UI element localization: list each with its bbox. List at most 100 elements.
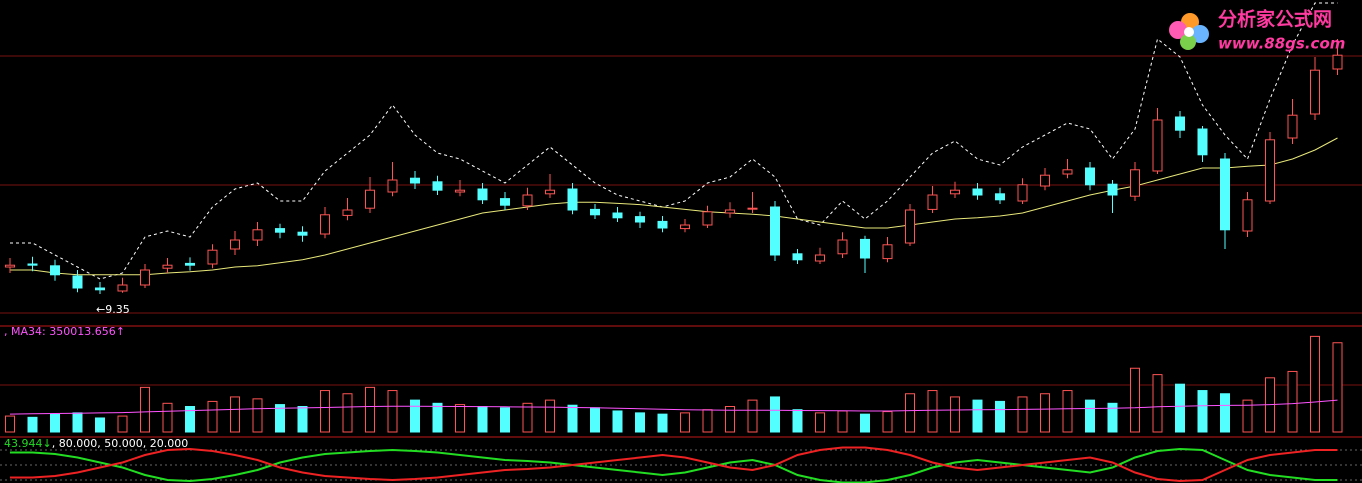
volume-bar (1197, 390, 1208, 433)
candle-body (882, 244, 893, 260)
level-label: 50.000 (104, 437, 143, 450)
volume-bar (365, 386, 375, 433)
volume-ma-line (9, 399, 1338, 415)
candle-body (162, 264, 173, 269)
watermark-url: www.88gs.com (1218, 35, 1345, 53)
volume-bar (747, 399, 758, 433)
candle-body (72, 275, 83, 289)
candle-body (1040, 174, 1050, 187)
volume-bar (387, 390, 398, 433)
candle-body (1062, 169, 1073, 175)
volume-bar (1175, 383, 1185, 433)
candle-body (815, 254, 825, 262)
candle-body (770, 206, 780, 256)
separator: , (97, 437, 104, 450)
candle-body (387, 179, 398, 193)
volume-bar (1085, 399, 1095, 433)
candle-body (500, 198, 510, 206)
volume-bar (185, 406, 195, 433)
volume-bar (1062, 390, 1073, 433)
volume-bar (657, 413, 668, 433)
volume-bar (995, 400, 1005, 433)
candle-body (1017, 184, 1028, 202)
volume-bar (162, 402, 173, 433)
candle-body (545, 189, 555, 195)
volume-bar (1017, 396, 1028, 433)
candle-body (1130, 169, 1140, 197)
candle-body (1197, 128, 1208, 156)
volume-bar (252, 398, 263, 433)
low-annotation: ←9.35 (96, 303, 130, 316)
candle-body (927, 194, 938, 210)
candle-body (365, 189, 375, 209)
volume-bar (72, 412, 83, 433)
upper-band-line (10, 2, 1338, 280)
volume-bar (522, 402, 533, 433)
volume-bar (882, 411, 893, 433)
candle-body (860, 238, 870, 259)
candle-body (252, 229, 263, 241)
volume-bar (500, 407, 510, 433)
candle-body (455, 189, 465, 193)
candle-body (477, 188, 488, 201)
candle-body (905, 209, 915, 244)
volume-bar (140, 386, 150, 433)
volume-bar (792, 409, 803, 433)
oscillator-value: 43.944↓ (4, 437, 52, 450)
logo-petal (1191, 25, 1209, 43)
volume-bar (455, 404, 465, 433)
candle-body (1242, 199, 1253, 232)
volume-bar (410, 399, 420, 433)
labels: , MA34: 350013.656↑ 分析家公式网 www.88gs.com … (4, 8, 1345, 451)
candle-body (342, 209, 353, 216)
candle-body (725, 209, 735, 214)
volume-bar (612, 410, 623, 433)
volume-bar (725, 406, 735, 433)
watermark: 分析家公式网 www.88gs.com (1169, 8, 1345, 53)
candle-body (275, 228, 285, 233)
volume-label: , MA34: 350013.656↑ (4, 325, 125, 338)
candle-body (972, 188, 983, 196)
volume-bar (1040, 393, 1050, 433)
candle-body (680, 224, 690, 230)
volume-bar (5, 415, 15, 433)
candle-body (432, 181, 443, 191)
logo-center (1184, 27, 1194, 37)
volume-bar (837, 410, 848, 433)
candle-body (140, 269, 150, 286)
candle-body (27, 263, 38, 266)
volume-bar (905, 393, 915, 433)
candle-body (1085, 167, 1095, 186)
volume-bar (230, 396, 240, 433)
candle-body (792, 253, 803, 261)
oscillator-line (10, 447, 1338, 483)
volume-bar (635, 412, 645, 433)
candle-body (950, 189, 960, 195)
volume-bar (27, 416, 38, 433)
oscillator-label: 43.944↓, 80.000, 50.000, 20.000 (4, 437, 188, 450)
candle-body (320, 214, 330, 235)
candle-body (995, 193, 1005, 201)
volume-bar (950, 396, 960, 433)
candle-body (567, 188, 578, 211)
watermark-title: 分析家公式网 (1218, 8, 1332, 31)
candle-body (1220, 158, 1230, 231)
candle-body (1265, 139, 1275, 202)
candle-body (230, 239, 240, 250)
volume-bar (1287, 370, 1298, 433)
oscillator-line (10, 446, 1338, 483)
volume-bar (590, 407, 600, 433)
level-label: 20.000 (150, 437, 189, 450)
volume-bar (1310, 335, 1320, 433)
volume-bar (972, 399, 983, 433)
logo-petal (1180, 34, 1196, 50)
candle-body (1310, 69, 1320, 115)
candle-body (702, 211, 713, 226)
volume-bar (207, 400, 218, 433)
volume-bar (1152, 374, 1163, 433)
volume-bar (815, 412, 825, 433)
candle-body (657, 220, 668, 229)
candle-body (297, 231, 308, 236)
candle-body (747, 207, 758, 210)
